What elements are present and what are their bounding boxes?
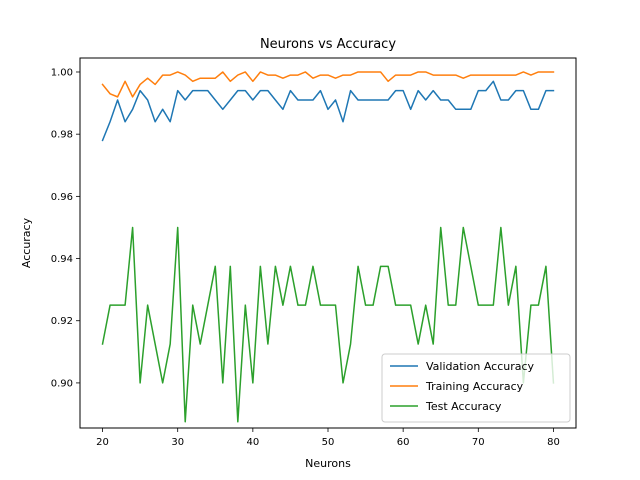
y-tick-label: 0.92 — [51, 316, 73, 327]
x-axis-label: Neurons — [305, 457, 351, 470]
x-tick-label: 70 — [472, 437, 485, 448]
y-axis-label: Accuracy — [20, 217, 33, 268]
y-tick-label: 0.96 — [51, 192, 73, 203]
y-tick-label: 0.90 — [51, 378, 73, 389]
chart-title: Neurons vs Accuracy — [260, 37, 396, 52]
legend-entry-label: Training Accuracy — [425, 380, 524, 393]
series-line-test-accuracy — [101, 226, 555, 423]
x-tick-label: 60 — [397, 437, 410, 448]
legend-box — [381, 353, 571, 423]
x-axis: 20 30 40 50 60 70 80 — [96, 428, 560, 448]
y-axis: 0.90 0.92 0.94 0.96 0.98 1.00 — [51, 67, 80, 389]
x-tick-label: 80 — [547, 437, 560, 448]
x-tick-label: 20 — [96, 437, 109, 448]
series-line-validation-accuracy — [101, 80, 555, 142]
y-tick-label: 1.00 — [51, 67, 73, 78]
y-tick-label: 0.98 — [51, 130, 73, 141]
legend-entry-label: Validation Accuracy — [426, 360, 535, 373]
series-layer — [101, 71, 555, 423]
series-line-training-accuracy — [101, 71, 555, 98]
x-tick-label: 50 — [322, 437, 335, 448]
x-tick-label: 40 — [246, 437, 259, 448]
legend-entry-label: Test Accuracy — [425, 400, 502, 413]
y-tick-label: 0.94 — [51, 254, 73, 265]
legend: Validation Accuracy Training Accuracy Test… — [381, 353, 571, 423]
x-tick-label: 30 — [171, 437, 184, 448]
